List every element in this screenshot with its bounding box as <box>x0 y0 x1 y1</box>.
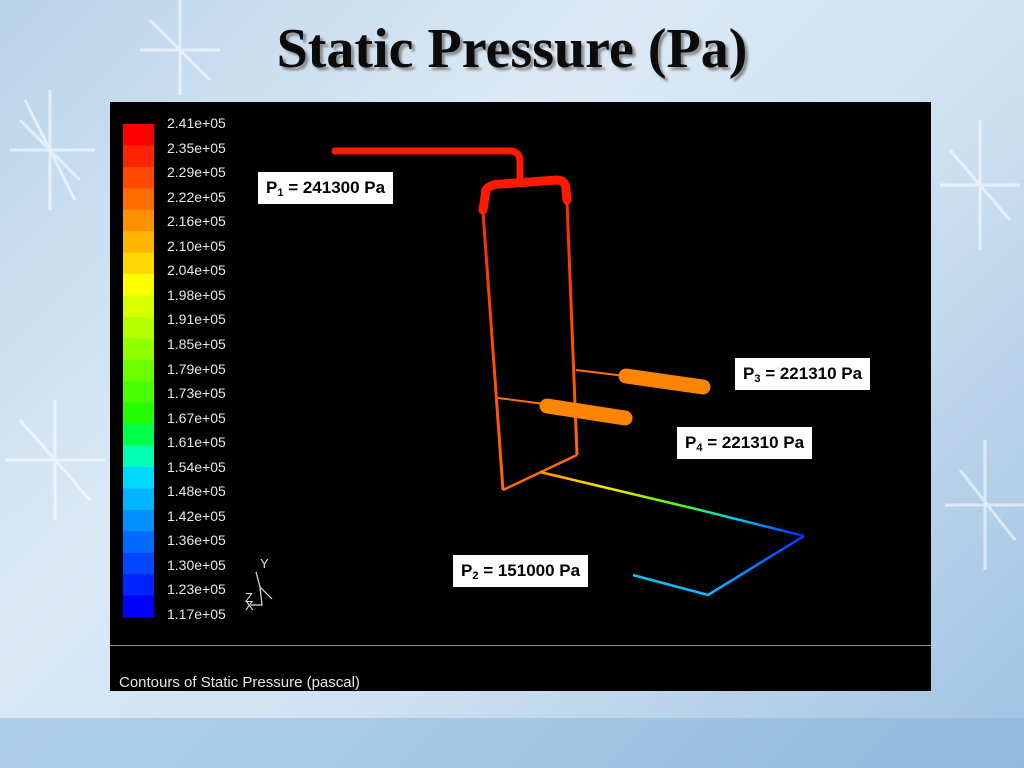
colorbar-swatch <box>123 338 154 361</box>
callout-p3: P3 = 221310 Pa <box>735 358 871 390</box>
colorbar-label: 2.10e+05 <box>167 237 226 254</box>
colorbar-swatch <box>123 295 154 318</box>
outlet-pipe-3 <box>618 368 711 395</box>
colorbar-swatch <box>123 509 154 532</box>
callout-p1-symbol: P <box>266 178 278 197</box>
colorbar-swatch <box>123 145 154 168</box>
colorbar-swatch <box>123 166 154 189</box>
colorbar-swatch <box>123 231 154 254</box>
callout-p3-value: = 221310 Pa <box>760 364 863 383</box>
callout-p3-symbol: P <box>743 364 755 383</box>
outlet-pipe-4 <box>539 398 633 426</box>
colorbar-swatch <box>123 595 154 618</box>
callout-p4-sub: 4 <box>696 442 703 454</box>
callout-p4-value: = 221310 Pa <box>702 433 805 452</box>
colorbar-label: 2.41e+05 <box>167 115 226 131</box>
callout-p1: P1 = 241300 Pa <box>258 172 394 204</box>
colorbar-swatch <box>123 381 154 404</box>
colorbar-swatch <box>123 574 154 597</box>
bottom-pipe <box>539 470 805 538</box>
plot-caption: Contours of Static Pressure (pascal) <box>119 674 360 691</box>
callout-p4-symbol: P <box>685 433 697 452</box>
colorbar-label: 1.85e+05 <box>167 336 226 352</box>
colorbar-swatch <box>123 274 154 297</box>
colorbar-label: 1.73e+05 <box>167 385 226 402</box>
colorbar-label: 1.30e+05 <box>167 556 226 573</box>
colorbar-label: 1.48e+05 <box>167 483 226 500</box>
inlet-header <box>478 175 572 215</box>
colorbar-label: 2.04e+05 <box>167 262 226 279</box>
callout-p1-sub: 1 <box>277 187 284 199</box>
frame-crossbar-upper <box>575 369 626 377</box>
colorbar <box>123 124 154 618</box>
colorbar-label: 1.79e+05 <box>167 360 226 377</box>
colorbar-label: 1.17e+05 <box>167 606 226 622</box>
colorbar-label: 1.54e+05 <box>167 458 226 475</box>
callout-p2: P2 = 151000 Pa <box>453 555 589 587</box>
callout-p2-symbol: P <box>461 561 473 580</box>
contour-plot: Y X Z <box>123 124 805 618</box>
slide-title: Static Pressure (Pa) <box>276 18 748 80</box>
colorbar-swatch <box>123 488 154 511</box>
axis-z-label: Z <box>245 590 253 605</box>
colorbar-swatch <box>123 252 154 275</box>
colorbar-label: 1.61e+05 <box>167 434 226 451</box>
colorbar-swatch <box>123 552 154 575</box>
axis-x-label: X <box>245 598 254 613</box>
colorbar-label: 1.91e+05 <box>167 311 226 328</box>
colorbar-label: 1.23e+05 <box>167 581 226 598</box>
callout-p4: P4 = 221310 Pa <box>677 427 813 459</box>
callout-p2-sub: 2 <box>472 570 479 582</box>
colorbar-label: 2.35e+05 <box>167 139 226 156</box>
colorbar-swatch <box>123 209 154 232</box>
callout-p3-sub: 3 <box>754 373 761 385</box>
colorbar-swatch <box>123 445 154 468</box>
colorbar-label: 1.36e+05 <box>167 532 226 549</box>
viewer-footer: Contours of Static Pressure (pascal) <box>110 645 931 691</box>
colorbar-swatch <box>123 424 154 447</box>
colorbar-swatch <box>123 188 154 211</box>
colorbar-label: 1.98e+05 <box>167 286 226 303</box>
colorbar-swatch <box>123 124 154 147</box>
colorbar-swatch <box>123 316 154 339</box>
colorbar-swatch <box>123 531 154 554</box>
colorbar-swatch <box>123 402 154 425</box>
callout-p2-value: = 151000 Pa <box>478 561 581 580</box>
colorbar-label: 2.29e+05 <box>167 164 226 181</box>
axis-triad <box>251 571 273 606</box>
colorbar-swatch <box>123 466 154 489</box>
colorbar-swatch <box>123 359 154 382</box>
colorbar-label: 1.67e+05 <box>167 409 226 426</box>
colorbar-label: 2.16e+05 <box>167 213 226 230</box>
graphics-viewport[interactable]: Y X Z 2.41e+05 2.35e+05 2.29e+05 2.22e+05 2.… <box>110 102 931 691</box>
frame-left-leg <box>481 211 505 491</box>
return-pipe <box>632 534 805 597</box>
colorbar-label: 2.22e+05 <box>167 188 226 205</box>
callout-p1-value: = 241300 Pa <box>283 178 386 197</box>
inlet-pipe <box>331 147 524 184</box>
colorbar-label: 1.42e+05 <box>167 507 226 524</box>
axis-y-label: Y <box>260 556 269 571</box>
